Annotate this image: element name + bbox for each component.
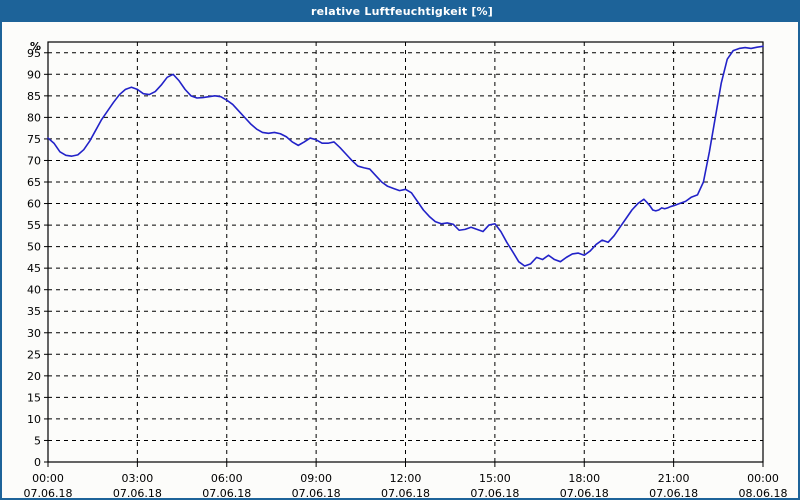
svg-text:00:00: 00:00 <box>747 472 779 485</box>
svg-text:03:00: 03:00 <box>122 472 154 485</box>
svg-text:18:00: 18:00 <box>568 472 600 485</box>
svg-text:08.06.18: 08.06.18 <box>739 487 788 498</box>
svg-text:60: 60 <box>27 198 41 211</box>
svg-text:90: 90 <box>27 68 41 81</box>
svg-text:07.06.18: 07.06.18 <box>381 487 430 498</box>
svg-text:15: 15 <box>27 391 41 404</box>
svg-text:0: 0 <box>34 456 41 469</box>
svg-text:40: 40 <box>27 284 41 297</box>
series-line-relative-humidity <box>47 45 764 267</box>
svg-text:5: 5 <box>34 434 41 447</box>
page-title: relative Luftfeuchtigkeit [%] <box>311 5 493 18</box>
humidity-line-chart: 05101520253035404550556065707580859095% … <box>24 40 788 498</box>
svg-text:07.06.18: 07.06.18 <box>292 487 341 498</box>
svg-text:15:00: 15:00 <box>479 472 511 485</box>
svg-text:65: 65 <box>27 176 41 189</box>
svg-text:75: 75 <box>27 133 41 146</box>
svg-text:70: 70 <box>27 154 41 167</box>
svg-text:95: 95 <box>27 47 41 60</box>
svg-text:00:00: 00:00 <box>32 472 64 485</box>
svg-text:07.06.18: 07.06.18 <box>649 487 698 498</box>
svg-text:07.06.18: 07.06.18 <box>113 487 162 498</box>
svg-text:09:00: 09:00 <box>300 472 332 485</box>
grid-layer <box>44 42 764 467</box>
svg-text:20: 20 <box>27 370 41 383</box>
svg-text:85: 85 <box>27 90 41 103</box>
plot-frame <box>47 41 764 463</box>
svg-text:07.06.18: 07.06.18 <box>202 487 251 498</box>
svg-text:45: 45 <box>27 262 41 275</box>
svg-text:30: 30 <box>27 327 41 340</box>
svg-text:21:00: 21:00 <box>658 472 690 485</box>
svg-text:%: % <box>30 40 41 53</box>
svg-text:06:00: 06:00 <box>211 472 243 485</box>
svg-text:12:00: 12:00 <box>390 472 422 485</box>
svg-text:50: 50 <box>27 241 41 254</box>
y-axis-tick-labels: 0 5 10 15 20 25 30 35 40 45 50 55 60 65 70 75 80 85 90 95% <box>27 40 41 469</box>
window-title-bar: relative Luftfeuchtigkeit [%] <box>2 2 798 22</box>
x-axis-tick-labels: 00:00 07.06.18 03:00 07.06.18 06:00 07.06.18 0… <box>24 472 788 498</box>
svg-text:07.06.18: 07.06.18 <box>560 487 609 498</box>
svg-text:35: 35 <box>27 305 41 318</box>
svg-text:80: 80 <box>27 111 41 124</box>
svg-text:07.06.18: 07.06.18 <box>470 487 519 498</box>
svg-text:07.06.18: 07.06.18 <box>24 487 73 498</box>
svg-text:25: 25 <box>27 348 41 361</box>
svg-text:10: 10 <box>27 413 41 426</box>
svg-text:55: 55 <box>27 219 41 232</box>
